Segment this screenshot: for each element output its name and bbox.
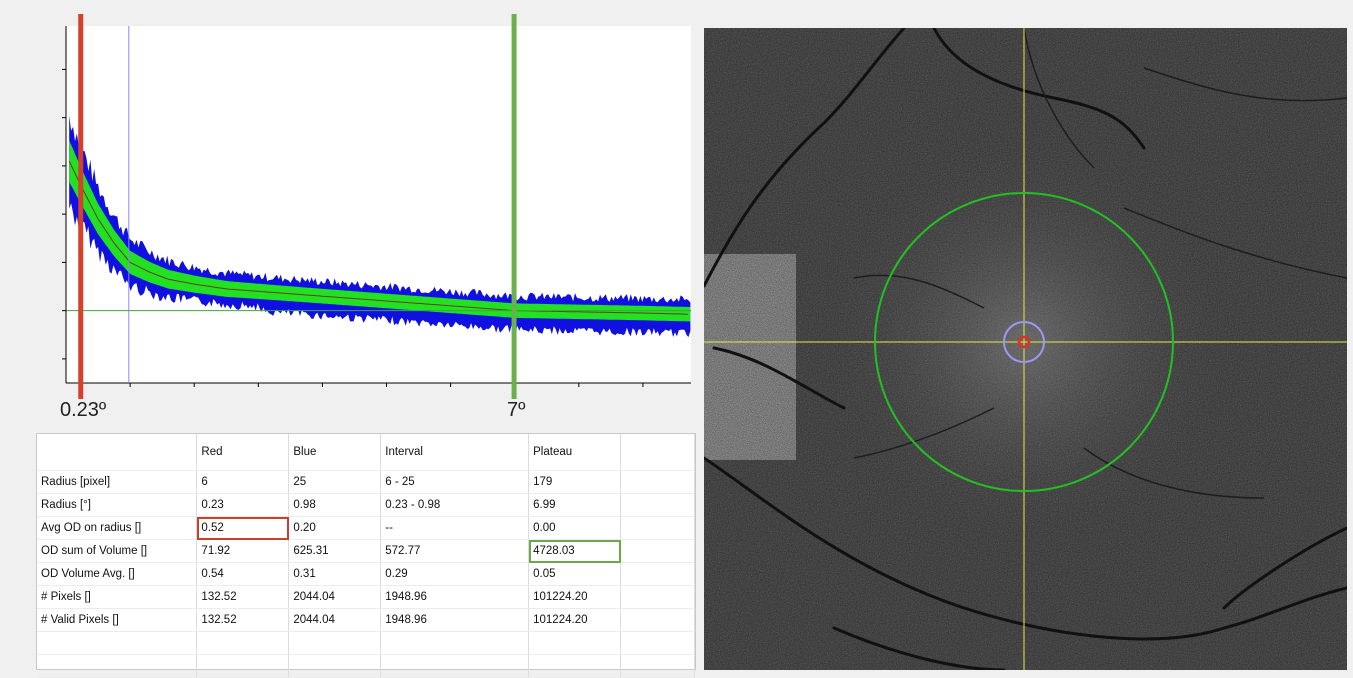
table-cell: 4728.03 [528,539,622,563]
table-cell-empty [380,631,530,655]
table-cell: -- [380,516,530,540]
column-header[interactable] [37,434,198,471]
results-table: Red Blue Interval Plateau Radius [pixel] 6 25… [37,434,695,678]
table-cell: 0.05 [528,562,622,586]
table-cell: 101224.20 [528,585,622,609]
table-row[interactable]: OD Volume Avg. [] 0.54 0.31 0.29 0.05 [37,562,695,586]
table-cell: 0.23 [196,493,290,517]
plateau-circle [874,192,1174,492]
table-cell: 1948.96 [380,585,530,609]
table-cell-empty [196,654,290,678]
row-label: OD Volume Avg. [] [37,562,198,586]
table-cell: 6 - 25 [380,470,530,494]
row-label: Radius [pixel] [37,470,198,494]
table-cell-empty [620,493,695,517]
table-cell: 0.20 [288,516,382,540]
green-radius-label: 7º [507,399,526,421]
fundus-overlay [704,28,1347,670]
row-label: Radius [°] [37,493,198,517]
red-radius-circle [1017,335,1031,349]
table-cell: 0.29 [380,562,530,586]
column-header[interactable] [620,434,695,471]
table-row-empty [37,654,695,678]
table-cell: 6 [196,470,290,494]
results-table-panel: Red Blue Interval Plateau Radius [pixel] 6 25… [36,433,696,678]
table-cell: 572.77 [380,539,530,563]
table-row[interactable]: Radius [°] 0.23 0.98 0.23 - 0.98 6.99 [37,493,695,517]
small-vessels [853,28,1347,499]
table-cell: 0.98 [288,493,382,517]
table-cell: 0.52 [196,516,290,540]
table-cell-empty [196,631,290,655]
table-cell-empty [620,539,695,563]
table-row[interactable]: # Pixels [] 132.52 2044.04 1948.96 101224.20 [37,585,695,609]
table-header-row: Red Blue Interval Plateau [37,434,695,471]
red-radius-label: 0.23º [60,399,107,421]
row-label: OD sum of Volume [] [37,539,198,563]
row-label: # Valid Pixels [] [37,608,198,632]
table-cell: 101224.20 [528,608,622,632]
column-header[interactable]: Interval [380,434,530,471]
table-cell-empty [37,654,198,678]
table-cell-empty [620,631,695,655]
table-cell-empty [620,562,695,586]
table-cell-empty [620,516,695,540]
table-cell: 132.52 [196,608,290,632]
table-cell-empty [380,654,530,678]
table-cell: 0.31 [288,562,382,586]
od-profile-chart [62,14,691,399]
table-cell-empty [288,654,382,678]
table-cell: 625.31 [288,539,382,563]
table-cell: 0.00 [528,516,622,540]
row-label: # Pixels [] [37,585,198,609]
od-plot-panel: 0.23º 7º [14,6,696,428]
table-cell-empty [37,631,198,655]
row-label: Avg OD on radius [] [37,516,198,540]
table-row[interactable]: # Valid Pixels [] 132.52 2044.04 1948.96 101… [37,608,695,632]
table-cell-empty [620,585,695,609]
table-row[interactable]: Radius [pixel] 6 25 6 - 25 179 [37,470,695,494]
table-cell-empty [620,608,695,632]
table-cell: 132.52 [196,585,290,609]
table-cell: 1948.96 [380,608,530,632]
table-cell: 71.92 [196,539,290,563]
column-header[interactable]: Red [196,434,290,471]
table-row-empty [37,631,695,655]
table-cell-empty [288,631,382,655]
vessels [704,28,1347,670]
column-header[interactable]: Blue [288,434,382,471]
table-cell-empty [620,470,695,494]
table-cell-empty [620,654,695,678]
table-row[interactable]: Avg OD on radius [] 0.52 0.20 -- 0.00 [37,516,695,540]
table-cell: 2044.04 [288,608,382,632]
table-cell: 6.99 [528,493,622,517]
blue-radius-circle [1003,321,1045,363]
od-mean-line [68,160,688,315]
table-cell: 179 [528,470,622,494]
fundus-image[interactable] [704,28,1347,670]
column-header[interactable]: Plateau [528,434,622,471]
table-cell-empty [528,631,622,655]
optic-disc [704,254,796,460]
table-row[interactable]: OD sum of Volume [] 71.92 625.31 572.77 4728… [37,539,695,563]
table-cell: 0.54 [196,562,290,586]
table-cell-empty [528,654,622,678]
table-cell: 25 [288,470,382,494]
table-cell: 2044.04 [288,585,382,609]
table-cell: 0.23 - 0.98 [380,493,530,517]
